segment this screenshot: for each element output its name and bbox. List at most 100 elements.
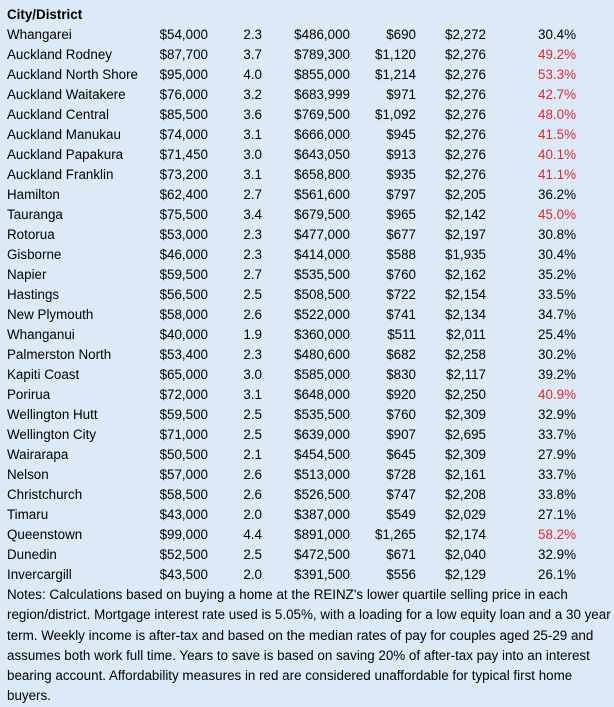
table-cell: $59,500 [159, 407, 208, 422]
table-cell: 2.3 [243, 347, 262, 362]
table-cell: $2,208 [445, 487, 486, 502]
table-cell: 3.1 [243, 387, 262, 402]
table-cell: $526,500 [294, 487, 350, 502]
table-cell: $722 [386, 287, 416, 302]
table-cell: $486,000 [294, 27, 350, 42]
city-name: Hastings [7, 287, 60, 302]
table-cell: $2,276 [445, 107, 486, 122]
table-cell: 3.6 [243, 107, 262, 122]
table-cell: $643,050 [294, 147, 350, 162]
table-cell: 33.7% [538, 467, 576, 482]
table-cell: 2.7 [243, 187, 262, 202]
table-cell: $2,142 [445, 207, 486, 222]
city-name: Kapiti Coast [7, 367, 80, 382]
table-cell: 27.1% [538, 507, 576, 522]
city-name: Auckland Manukau [7, 127, 121, 142]
table-cell: $2,258 [445, 347, 486, 362]
table-cell: 30.4% [538, 27, 576, 42]
table-cell: 42.7% [538, 87, 576, 102]
table-cell: 41.1% [538, 167, 576, 182]
table-cell: $2,276 [445, 127, 486, 142]
table-cell: 25.4% [538, 327, 576, 342]
city-name: Wairarapa [7, 447, 69, 462]
table-cell: $935 [386, 167, 416, 182]
table-cell: $2,276 [445, 147, 486, 162]
table-cell: $87,700 [159, 47, 208, 62]
table-cell: 32.9% [538, 547, 576, 562]
table-cell: 2.0 [243, 567, 262, 582]
table-cell: $671 [386, 547, 416, 562]
table-cell: 2.6 [243, 307, 262, 322]
table-cell: $2,309 [445, 447, 486, 462]
table-cell: 3.0 [243, 367, 262, 382]
city-name: Hamilton [7, 187, 60, 202]
table-cell: $588 [386, 247, 416, 262]
table-cell: 40.1% [538, 147, 576, 162]
table-cell: $508,500 [294, 287, 350, 302]
table-cell: $666,000 [294, 127, 350, 142]
table-cell: $658,800 [294, 167, 350, 182]
table-cell: 35.2% [538, 267, 576, 282]
table-cell: $71,000 [159, 427, 208, 442]
table-cell: $2,276 [445, 67, 486, 82]
table-cell: $2,309 [445, 407, 486, 422]
table-cell: 2.3 [243, 247, 262, 262]
table-cell: 39.2% [538, 367, 576, 382]
city-name: Tauranga [7, 207, 63, 222]
table-cell: $945 [386, 127, 416, 142]
table-cell: $971 [386, 87, 416, 102]
table-cell: 26.1% [538, 567, 576, 582]
table-cell: 48.0% [538, 107, 576, 122]
table-cell: $907 [386, 427, 416, 442]
table-cell: $2,029 [445, 507, 486, 522]
table-cell: $472,500 [294, 547, 350, 562]
table-cell: $53,400 [159, 347, 208, 362]
table-cell: 2.3 [243, 227, 262, 242]
city-name: Auckland Waitakere [7, 87, 126, 102]
column-header: City/District [7, 7, 83, 22]
city-name: Timaru [7, 507, 49, 522]
table-cell: $747 [386, 487, 416, 502]
table-cell: 53.3% [538, 67, 576, 82]
table-cell: $2,250 [445, 387, 486, 402]
city-name: Invercargill [7, 567, 72, 582]
table-cell: $414,000 [294, 247, 350, 262]
table-cell: $2,129 [445, 567, 486, 582]
city-name: Whangarei [7, 27, 72, 42]
city-name: Auckland Rodney [7, 47, 112, 62]
table-cell: $677 [386, 227, 416, 242]
city-name: Gisborne [7, 247, 62, 262]
table-cell: $535,500 [294, 267, 350, 282]
table-cell: $789,300 [294, 47, 350, 62]
table-cell: $522,000 [294, 307, 350, 322]
table-cell: $1,935 [445, 247, 486, 262]
table-cell: $43,000 [159, 507, 208, 522]
table-cell: 33.8% [538, 487, 576, 502]
table-cell: $85,500 [159, 107, 208, 122]
notes: Notes: Calculations based on buying a ho… [7, 587, 611, 704]
city-name: Wellington Hutt [7, 407, 98, 422]
city-name: Auckland North Shore [7, 67, 139, 82]
table-cell: $2,161 [445, 467, 486, 482]
table-cell: 3.4 [243, 207, 262, 222]
city-name: Porirua [7, 387, 51, 402]
table-cell: 2.1 [243, 447, 262, 462]
table-cell: 2.0 [243, 507, 262, 522]
table-cell: $75,500 [159, 207, 208, 222]
table-cell: $54,000 [159, 27, 208, 42]
table-cell: $920 [386, 387, 416, 402]
table-cell: 27.9% [538, 447, 576, 462]
table-cell: $71,450 [159, 147, 208, 162]
table-cell: 2.6 [243, 487, 262, 502]
table-cell: 4.0 [243, 67, 262, 82]
table-cell: $391,500 [294, 567, 350, 582]
city-name: Rotorua [7, 227, 55, 242]
table-cell: 30.2% [538, 347, 576, 362]
table-cell: $1,092 [375, 107, 416, 122]
table-cell: 49.2% [538, 47, 576, 62]
table-cell: $797 [386, 187, 416, 202]
table-cell: 45.0% [538, 207, 576, 222]
table-cell: $513,000 [294, 467, 350, 482]
table-cell: $52,500 [159, 547, 208, 562]
